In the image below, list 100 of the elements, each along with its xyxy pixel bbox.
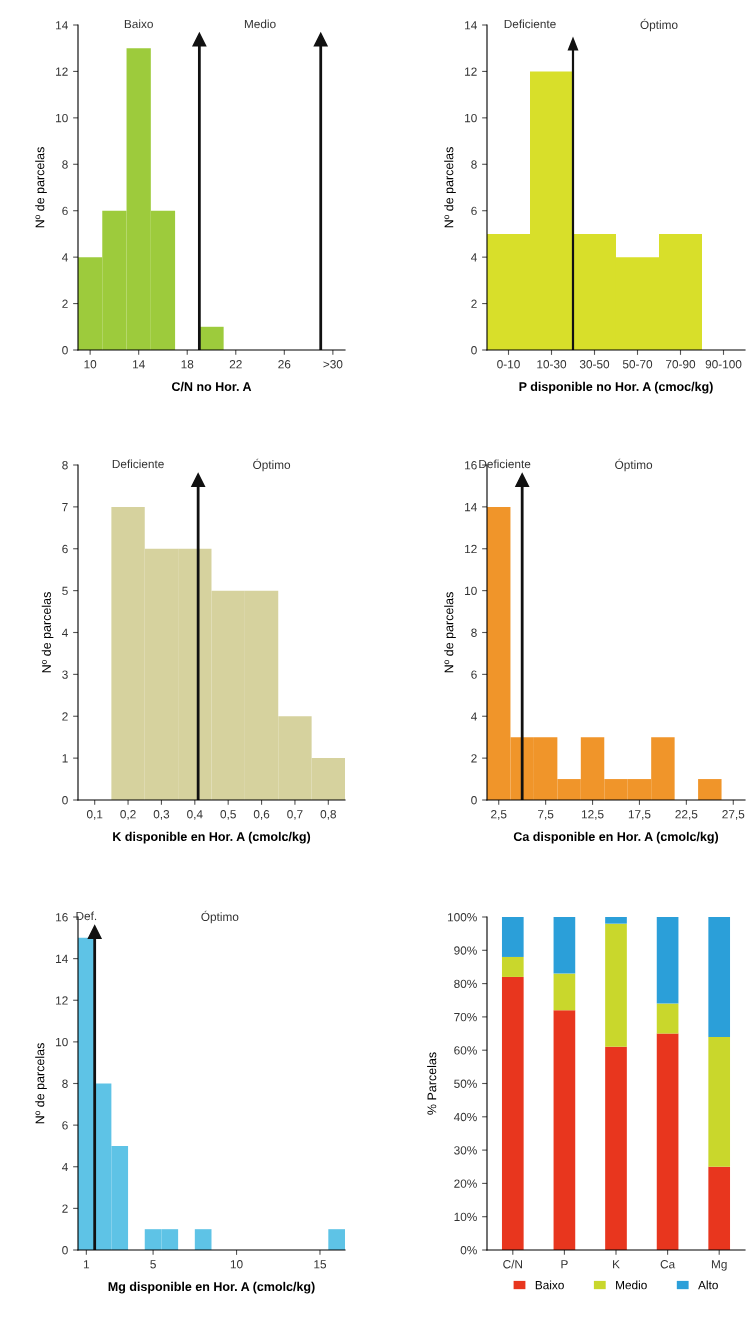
y-tick-label: 14 [56,954,68,963]
legend-label: Medio [616,1280,647,1290]
x-tick-label: 0,2 [120,810,136,820]
y-axis-title: Nº de parcelas [41,592,54,673]
x-tick-label: 70-90 [666,360,696,369]
y-tick-label: 0 [62,1246,68,1255]
y-tick-label: 12 [465,67,477,76]
x-tick-label: Mg [711,1260,727,1271]
x-tick-label: 27,5 [722,810,745,820]
x-tick-label: 30-50 [579,360,610,369]
bar [501,956,524,977]
x-axis-title: K disponible en Hor. A (cmolc/kg) [113,831,311,844]
y-tick-label: 0% [460,1246,477,1255]
x-tick-label: 0,6 [253,810,270,820]
y-axis-title: Nº de parcelas [35,147,47,228]
bar [605,1046,627,1250]
x-tick-label: Ca [660,1260,676,1269]
y-tick-label: 50% [454,1079,477,1088]
x-tick-label: >30 [323,360,343,369]
bar [553,973,576,1011]
annotation: Óptimo [615,458,653,472]
x-tick-label: 0,3 [153,810,170,820]
y-tick-label: 8 [471,160,477,169]
annotation: Def. [76,911,97,921]
x-tick-label: 26 [278,360,291,369]
y-tick-label: 2 [62,1204,68,1213]
y-tick-label: 10% [454,1212,477,1222]
y-tick-label: 8 [62,160,68,169]
y-tick-label: 60% [454,1046,477,1055]
y-tick-label: 8 [471,628,477,637]
annotation: Deficiente [479,459,531,469]
x-tick-label: 17,5 [628,810,651,820]
x-tick-label: 50-70 [622,360,653,369]
y-tick-label: 6 [62,206,68,216]
y-tick-label: 6 [62,1121,68,1130]
x-tick-label: 1 [83,1260,90,1269]
x-tick-label: 22 [229,360,242,369]
bar [656,1033,679,1250]
y-tick-label: 14 [465,503,477,512]
bar [605,917,627,924]
y-tick-label: 12 [56,996,68,1005]
y-tick-label: 14 [465,21,477,30]
bar [605,923,627,1047]
y-tick-label: 4 [61,1162,68,1172]
x-axis-title: C/N no Hor. A [171,381,252,392]
annotation: Óptimo [640,18,678,32]
annotation: Deficiente [112,459,164,469]
bar [501,976,524,1250]
y-axis-title: Nº de parcelas [444,147,456,228]
y-tick-label: 16 [56,913,68,922]
y-tick-label: 12 [56,67,68,76]
x-tick-label: 10 [230,1260,243,1269]
y-tick-label: 10 [465,113,477,123]
y-tick-label: 3 [62,670,68,679]
x-tick-label: 7,5 [538,810,554,820]
x-tick-label: 0,8 [320,810,337,820]
bar [553,917,576,974]
annotation: Óptimo [253,458,291,472]
x-tick-label: 0,4 [187,810,203,820]
x-tick-label: 5 [150,1260,156,1269]
bar [708,1036,731,1167]
x-tick-label: P [561,1260,568,1269]
y-tick-label: 100% [447,913,477,922]
y-tick-label: 1 [62,754,68,763]
x-tick-label: 0,7 [287,810,303,820]
y-tick-label: 2 [471,754,477,763]
x-tick-label: 12,5 [581,810,604,820]
y-tick-label: 6 [471,670,477,679]
y-axis-title: % Parcelas [427,1052,437,1115]
annotation: Medio [244,19,276,29]
y-tick-label: 4 [61,253,68,262]
bar [553,1010,576,1250]
y-tick-label: 80% [454,979,477,988]
y-tick-label: 40% [453,1112,477,1122]
x-tick-label: 10 [84,360,97,369]
y-tick-label: 2 [62,299,68,308]
y-tick-label: 14 [56,21,68,30]
x-axis-title: P disponible no Hor. A (cmoc/kg) [519,381,713,394]
annotation: Deficiente [504,19,556,29]
y-axis-title: Nº de parcelas [35,1043,47,1124]
bar [708,917,731,1037]
y-tick-label: 6 [62,544,68,554]
legend-label: Alto [698,1280,718,1290]
x-tick-label: 0-10 [497,360,520,369]
y-tick-label: 12 [465,544,477,554]
x-tick-label: 15 [314,1260,327,1269]
y-tick-label: 90% [454,946,477,955]
y-tick-label: 0 [471,796,477,805]
legend-label: Baixo [535,1280,564,1290]
y-tick-label: 10 [465,586,477,596]
y-tick-label: 8 [62,461,68,470]
y-tick-label: 20% [454,1179,477,1188]
x-tick-label: C/N [503,1259,522,1269]
y-tick-label: 7 [62,503,68,512]
x-tick-label: K [613,1260,620,1269]
y-tick-label: 4 [61,628,68,637]
y-tick-label: 0 [62,346,68,355]
bar [656,1003,679,1034]
y-tick-label: 30% [454,1146,477,1155]
bar [501,917,524,957]
